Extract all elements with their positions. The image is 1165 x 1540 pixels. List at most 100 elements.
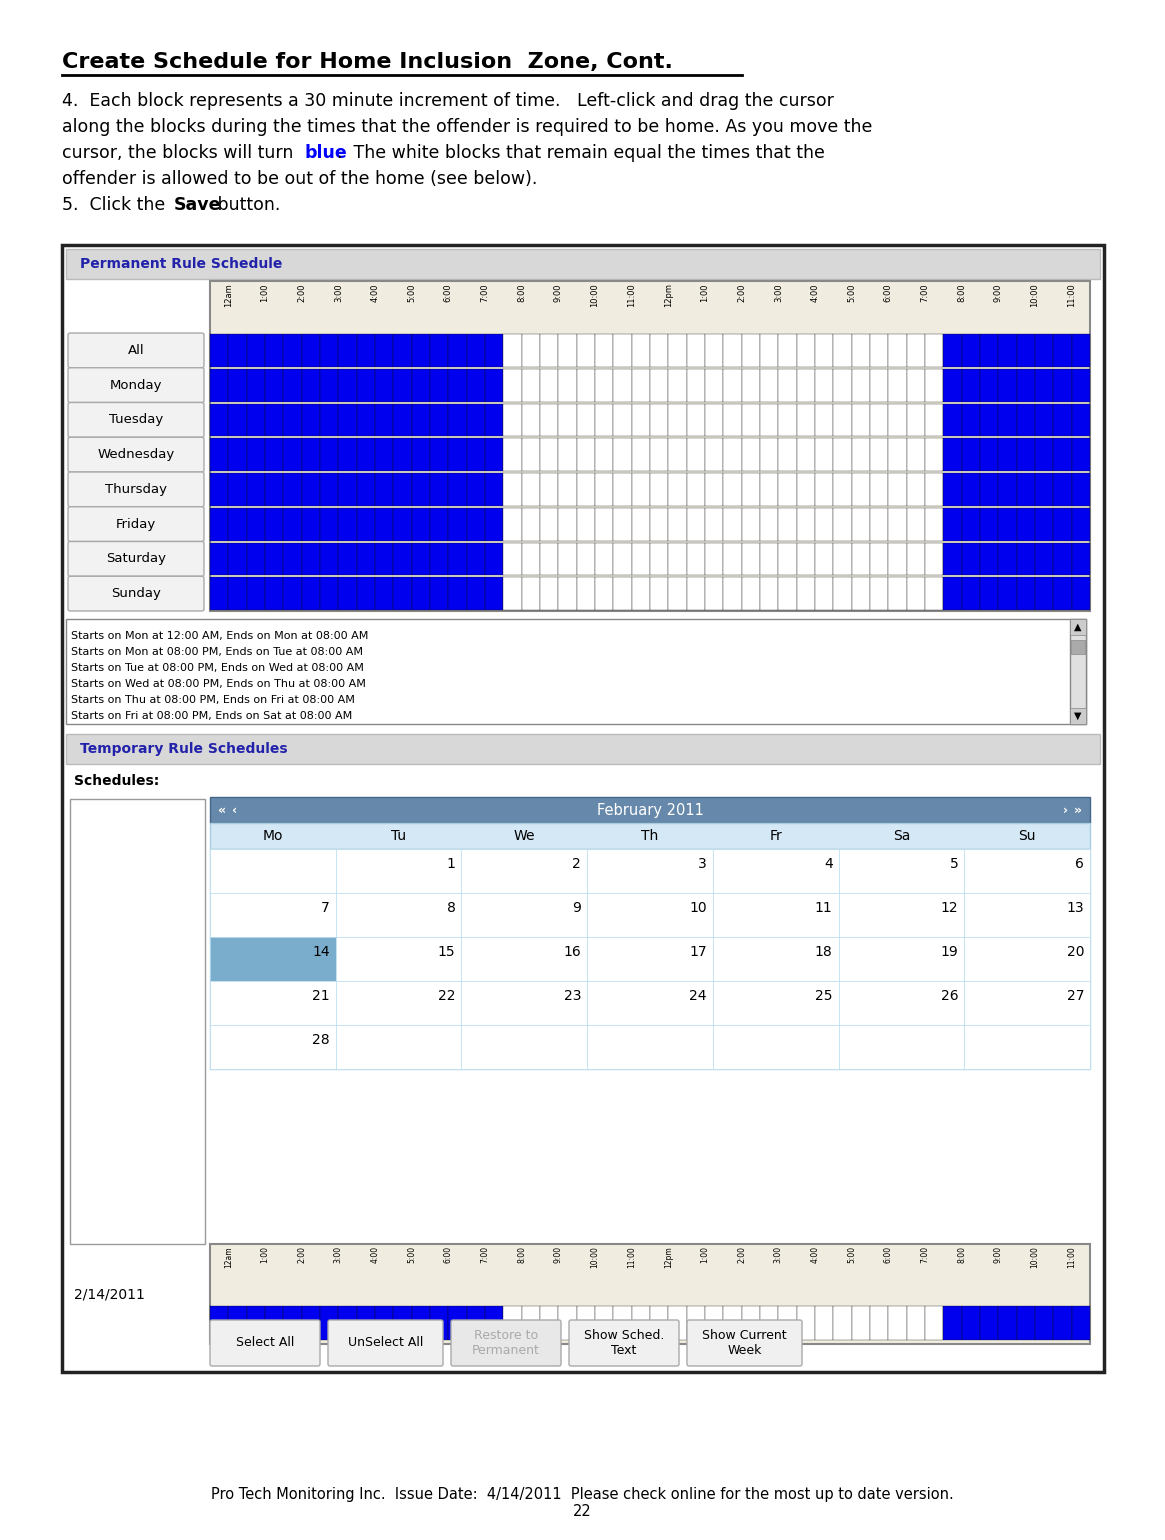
Bar	[336, 1026, 461, 1069]
Bar	[558, 1306, 577, 1340]
Bar	[998, 439, 1017, 471]
Bar	[650, 508, 669, 541]
Bar	[587, 1026, 713, 1069]
Bar	[461, 936, 587, 981]
Bar	[889, 542, 906, 576]
Bar	[631, 368, 650, 402]
Bar	[713, 849, 839, 893]
Bar	[1035, 1306, 1053, 1340]
Bar	[631, 439, 650, 471]
Bar	[541, 334, 558, 367]
Text: 5:00: 5:00	[847, 283, 856, 302]
Bar	[925, 403, 944, 436]
Bar	[723, 439, 742, 471]
Bar	[283, 578, 302, 610]
Bar	[1035, 578, 1053, 610]
Text: 26: 26	[940, 989, 959, 1003]
Bar	[723, 508, 742, 541]
Text: 2/14/2011: 2/14/2011	[75, 1287, 144, 1301]
Bar	[723, 368, 742, 402]
Bar	[833, 334, 852, 367]
FancyBboxPatch shape	[68, 507, 204, 542]
Bar	[1053, 508, 1072, 541]
Bar	[852, 1306, 870, 1340]
Bar	[686, 473, 705, 505]
Bar	[650, 334, 669, 367]
Text: 6:00: 6:00	[884, 1246, 892, 1263]
Bar	[613, 439, 631, 471]
Bar	[320, 473, 338, 505]
Bar	[522, 508, 541, 541]
Text: 11: 11	[814, 901, 833, 915]
Bar	[889, 403, 906, 436]
Bar	[669, 578, 686, 610]
Bar	[338, 542, 356, 576]
Bar	[595, 473, 613, 505]
Bar	[587, 981, 713, 1026]
Bar	[394, 334, 411, 367]
Bar	[613, 403, 631, 436]
Text: 3:00: 3:00	[334, 1246, 343, 1263]
Text: Schedules:: Schedules:	[75, 775, 160, 788]
Text: 12: 12	[940, 901, 959, 915]
Text: 5:00: 5:00	[847, 1246, 856, 1263]
Bar	[558, 578, 577, 610]
Text: Sa: Sa	[892, 829, 910, 842]
Bar	[906, 578, 925, 610]
Bar	[210, 1306, 228, 1340]
Bar	[778, 578, 797, 610]
Bar	[302, 473, 320, 505]
Bar	[595, 578, 613, 610]
Bar	[998, 1306, 1017, 1340]
Bar	[925, 578, 944, 610]
Bar	[980, 439, 998, 471]
Bar	[686, 578, 705, 610]
Bar	[760, 542, 778, 576]
Text: Starts on Tue at 08:00 PM, Ends on Wed at 08:00 AM: Starts on Tue at 08:00 PM, Ends on Wed a…	[71, 664, 363, 673]
Text: 9:00: 9:00	[553, 1246, 563, 1263]
Bar	[577, 334, 595, 367]
Bar	[356, 508, 375, 541]
Bar	[264, 368, 283, 402]
Text: Sunday: Sunday	[111, 587, 161, 601]
Bar	[449, 542, 467, 576]
Bar	[541, 578, 558, 610]
Bar	[210, 798, 1090, 822]
Bar	[264, 578, 283, 610]
Bar	[713, 981, 839, 1026]
Bar	[1017, 403, 1035, 436]
Bar	[485, 578, 503, 610]
Bar	[760, 403, 778, 436]
Bar	[467, 542, 485, 576]
Text: Starts on Thu at 08:00 PM, Ends on Fri at 08:00 AM: Starts on Thu at 08:00 PM, Ends on Fri a…	[71, 695, 355, 705]
Text: Mo: Mo	[262, 829, 283, 842]
Bar	[852, 542, 870, 576]
Bar	[503, 334, 522, 367]
Text: 10:00: 10:00	[591, 283, 600, 306]
Text: UnSelect All: UnSelect All	[348, 1337, 423, 1349]
Bar	[264, 439, 283, 471]
Bar	[870, 439, 889, 471]
Text: Starts on Mon at 08:00 PM, Ends on Tue at 08:00 AM: Starts on Mon at 08:00 PM, Ends on Tue a…	[71, 647, 363, 658]
Bar	[961, 368, 980, 402]
Bar	[906, 508, 925, 541]
Text: 9:00: 9:00	[994, 1246, 1003, 1263]
Bar	[394, 439, 411, 471]
Bar	[320, 1306, 338, 1340]
Bar	[852, 473, 870, 505]
Bar	[686, 403, 705, 436]
Bar	[558, 508, 577, 541]
Bar	[816, 368, 833, 402]
Bar	[797, 578, 815, 610]
Bar	[467, 439, 485, 471]
Text: 20: 20	[1066, 946, 1083, 959]
Text: Monday: Monday	[110, 379, 162, 391]
Bar	[816, 542, 833, 576]
Text: 28: 28	[312, 1033, 330, 1047]
Text: We: We	[514, 829, 535, 842]
Bar	[485, 403, 503, 436]
Text: along the blocks during the times that the offender is required to be home. As y: along the blocks during the times that t…	[62, 119, 873, 136]
Bar	[375, 403, 394, 436]
Bar	[944, 439, 961, 471]
FancyBboxPatch shape	[68, 402, 204, 437]
